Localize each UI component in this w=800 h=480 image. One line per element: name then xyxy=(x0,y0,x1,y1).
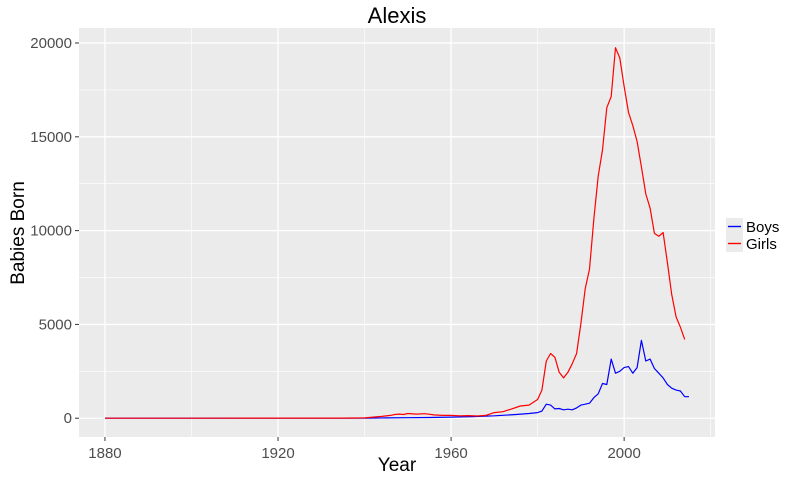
series-line-boys xyxy=(105,339,689,419)
x-tick-label: 2000 xyxy=(607,445,640,462)
x-axis-ticks: 1880 1920 1960 2000 xyxy=(88,437,641,462)
chart-title: Alexis xyxy=(368,3,427,28)
series-layer xyxy=(105,47,689,419)
x-tick-label: 1880 xyxy=(88,445,121,462)
legend-label-boys: Boys xyxy=(746,219,779,236)
y-tick-label: 5000 xyxy=(39,316,72,333)
y-axis-title: Babies Born xyxy=(8,181,29,285)
x-tick-label: 1960 xyxy=(434,445,467,462)
y-tick-label: 10000 xyxy=(30,223,72,240)
x-axis-title: Year xyxy=(378,455,417,476)
grid-minor xyxy=(79,28,715,437)
y-tick-label: 20000 xyxy=(30,35,72,52)
legend-label-girls: Girls xyxy=(746,236,777,253)
plot-panel xyxy=(79,28,715,437)
y-tick-label: 0 xyxy=(64,410,72,427)
x-tick-label: 1920 xyxy=(261,445,294,462)
series-line-girls xyxy=(105,47,686,419)
y-axis-ticks: 0 5000 10000 15000 20000 xyxy=(30,35,79,427)
y-tick-label: 15000 xyxy=(30,129,72,146)
